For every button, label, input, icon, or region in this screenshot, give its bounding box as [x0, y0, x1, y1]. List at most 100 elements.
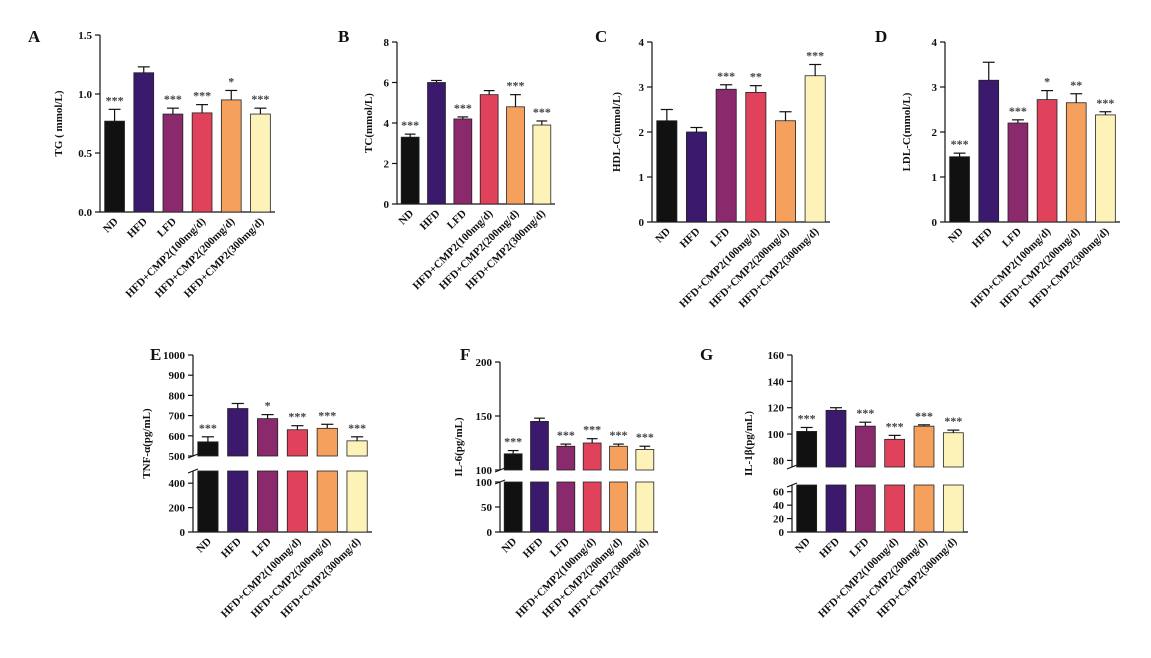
bar [884, 438, 906, 468]
bar [346, 470, 368, 533]
significance: *** [915, 409, 933, 423]
axis-break [187, 468, 199, 474]
panel-letter: A [28, 27, 41, 46]
significance: ** [1070, 78, 1082, 92]
x-tick-label: ND [194, 536, 214, 556]
y-tick-label: 2 [639, 127, 645, 139]
significance: *** [886, 419, 904, 433]
y-tick-label: 200 [169, 503, 186, 515]
bar [656, 120, 678, 223]
x-tick-label: LFD [1000, 226, 1024, 250]
y-tick-label: 0 [639, 217, 645, 229]
bar [104, 120, 125, 213]
x-tick-label: HFD [418, 208, 443, 233]
y-axis-label: TNF-α(pg/mL) [141, 408, 153, 479]
significance: *** [798, 411, 816, 425]
bar [227, 470, 249, 533]
significance: *** [636, 430, 654, 444]
bar [715, 88, 737, 223]
bar [854, 425, 876, 468]
bar [427, 82, 446, 205]
x-tick-label: HFD [970, 226, 995, 251]
axis-break [494, 479, 506, 485]
significance: *** [806, 49, 824, 63]
bar [796, 431, 818, 468]
panel-letter: F [460, 345, 470, 364]
bar [582, 442, 602, 471]
significance: *** [717, 69, 735, 83]
y-tick-label: 0 [779, 527, 785, 539]
significance: *** [856, 406, 874, 420]
x-tick-label: HFD [678, 226, 703, 251]
significance: * [228, 74, 234, 88]
significance: *** [533, 105, 551, 119]
bar [884, 484, 906, 533]
bar [854, 484, 876, 533]
y-tick-label: 150 [476, 411, 493, 423]
bar [257, 470, 279, 533]
bar [316, 470, 338, 533]
y-tick-label: 120 [768, 403, 785, 415]
y-tick-label: 700 [169, 411, 186, 423]
bar [503, 453, 523, 471]
bar [197, 441, 219, 457]
significance: *** [251, 92, 269, 106]
y-tick-label: 4 [932, 37, 938, 49]
significance: *** [193, 89, 211, 103]
bar [913, 425, 935, 468]
significance: *** [454, 101, 472, 115]
y-tick-label: 2 [384, 159, 390, 171]
y-axis-label: TG ( mmol/L) [53, 90, 65, 156]
bar [286, 429, 308, 457]
bar [825, 409, 847, 468]
axis-break [786, 482, 798, 488]
bar [197, 470, 219, 533]
bar [635, 449, 655, 471]
x-tick-label: LFD [847, 536, 871, 560]
x-tick-label: ND [946, 226, 966, 246]
bar [825, 484, 847, 533]
y-tick-label: 0 [487, 527, 493, 539]
bar [796, 484, 818, 533]
x-tick-label: LFD [708, 226, 732, 250]
significance: *** [583, 423, 601, 437]
y-tick-label: 1 [639, 172, 645, 184]
significance: * [265, 399, 271, 413]
y-tick-label: 100 [768, 429, 785, 441]
bar [913, 484, 935, 533]
y-tick-label: 50 [481, 502, 493, 514]
y-tick-label: 100 [476, 477, 493, 489]
significance: *** [944, 414, 962, 428]
bar [1007, 122, 1029, 223]
bar [978, 79, 1000, 223]
significance: *** [288, 410, 306, 424]
y-axis-label: TC(mmol/L) [363, 93, 375, 153]
y-tick-label: 6 [384, 78, 390, 90]
y-tick-label: 80 [773, 455, 785, 467]
y-tick-label: 500 [169, 451, 186, 463]
y-tick-label: 60 [773, 487, 785, 499]
axis-break [786, 464, 798, 470]
y-tick-label: 1 [932, 172, 938, 184]
y-tick-label: 200 [476, 357, 493, 369]
bar [503, 481, 523, 533]
y-tick-label: 0 [384, 199, 390, 211]
significance: *** [951, 137, 969, 151]
y-tick-label: 0 [932, 217, 938, 229]
significance: *** [1009, 104, 1027, 118]
bar [530, 420, 549, 471]
y-tick-label: 900 [169, 370, 186, 382]
y-tick-label: 20 [773, 514, 785, 526]
y-tick-label: 0.0 [78, 207, 92, 219]
bar [530, 481, 549, 533]
panel-letter: G [700, 345, 713, 364]
significance: *** [164, 92, 182, 106]
panel-letter: C [595, 27, 607, 46]
significance: *** [106, 93, 124, 107]
significance: *** [1096, 96, 1114, 110]
panel-letter: B [338, 27, 349, 46]
bar [220, 99, 242, 213]
y-axis-label: HDL-C(mmol/L) [611, 92, 623, 172]
bar [686, 131, 707, 223]
y-tick-label: 1.5 [78, 30, 92, 42]
